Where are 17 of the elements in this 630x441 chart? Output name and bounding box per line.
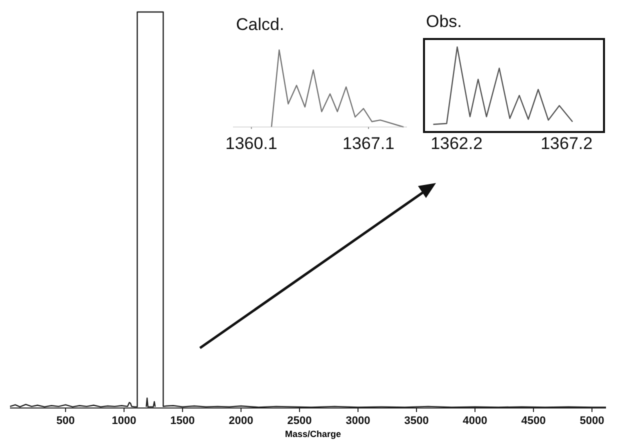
x-tick-label: 3000: [346, 415, 370, 427]
x-tick-label: 3500: [404, 415, 429, 427]
x-tick-label: 2500: [287, 415, 312, 427]
x-tick-label: 1000: [112, 415, 136, 427]
chart-title: Calcd.: [236, 15, 284, 34]
x-tick-label: 1367.2: [540, 134, 593, 153]
x-tick-label: 1367.1: [342, 134, 395, 153]
x-tick-label: 4000: [462, 415, 488, 427]
x-tick-label: 1360.1: [225, 134, 278, 153]
x-tick-label: 1500: [170, 415, 195, 427]
x-tick-label: 1362.2: [430, 134, 483, 153]
chart-title: Obs.: [426, 12, 462, 31]
x-tick-label: 4500: [521, 415, 546, 427]
x-tick-label: 2000: [228, 415, 254, 427]
x-axis-title: Mass/Charge: [284, 429, 342, 439]
x-tick-label: 5000: [580, 415, 604, 427]
x-tick-label: 500: [56, 415, 75, 427]
